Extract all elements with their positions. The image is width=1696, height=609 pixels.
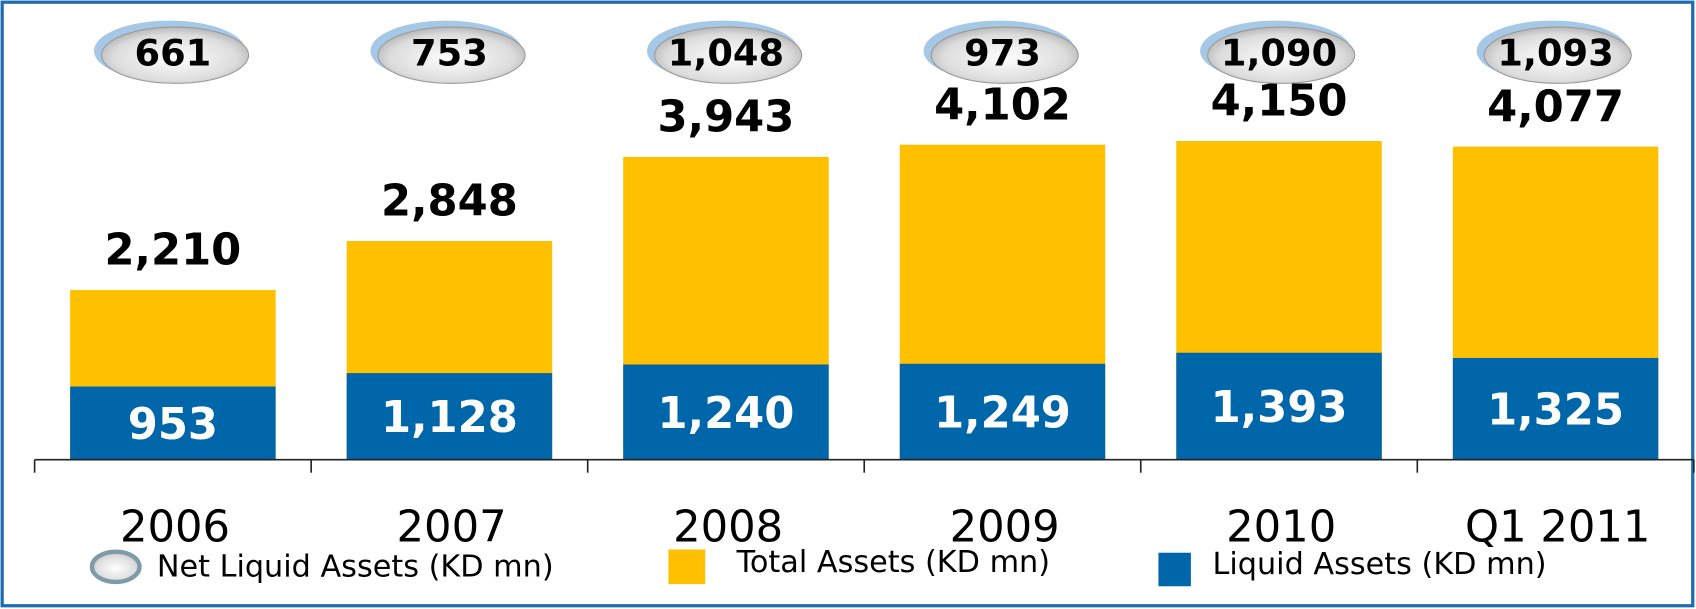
legend-swatch: [89, 549, 142, 585]
x-tick-label: Q1 2011: [1465, 503, 1650, 553]
data-label: 953: [128, 400, 218, 450]
legend-swatch: [668, 549, 706, 585]
pill: [654, 26, 803, 84]
pill: [930, 26, 1079, 84]
legend-label: Total Assets (KD mn): [736, 545, 1050, 580]
data-label: 1,048: [668, 32, 784, 75]
data-label: 4,102: [934, 80, 1071, 130]
data-label: 4,150: [1211, 77, 1348, 127]
data-label: 3,943: [658, 93, 795, 143]
data-label: 2,210: [104, 226, 241, 276]
data-label: 4,077: [1487, 82, 1624, 132]
bar: [1176, 352, 1382, 460]
data-label: 1,128: [381, 393, 518, 443]
data-label: 2,848: [381, 177, 518, 227]
pill: [377, 26, 526, 84]
data-label: 1,393: [1211, 383, 1348, 433]
data-label: 1,249: [934, 389, 1071, 439]
bar: [623, 364, 829, 460]
x-tick-label: 2007: [397, 503, 507, 553]
legend-label: Net Liquid Assets (KD mn): [157, 549, 554, 584]
bar: [1452, 357, 1659, 460]
bar: [346, 373, 553, 460]
data-label: 1,093: [1497, 32, 1613, 75]
data-label: 973: [964, 32, 1041, 75]
x-tick-label: 2006: [120, 503, 230, 553]
x-tick-label: 2009: [950, 503, 1060, 553]
bar: [70, 386, 276, 460]
data-label: 1,325: [1487, 386, 1624, 436]
data-label: 753: [411, 32, 488, 75]
pill: [1207, 26, 1356, 84]
x-tick-label: 2008: [673, 503, 783, 553]
pill: [100, 26, 250, 84]
bar: [899, 363, 1106, 460]
data-label: 661: [135, 32, 212, 75]
legend-label: Liquid Assets (KD mn): [1213, 547, 1547, 582]
pill: [1483, 26, 1632, 84]
data-label: 1,090: [1221, 32, 1337, 75]
legend-swatch: [1158, 552, 1191, 587]
data-label: 1,240: [658, 389, 795, 439]
x-tick-label: 2010: [1226, 503, 1336, 553]
